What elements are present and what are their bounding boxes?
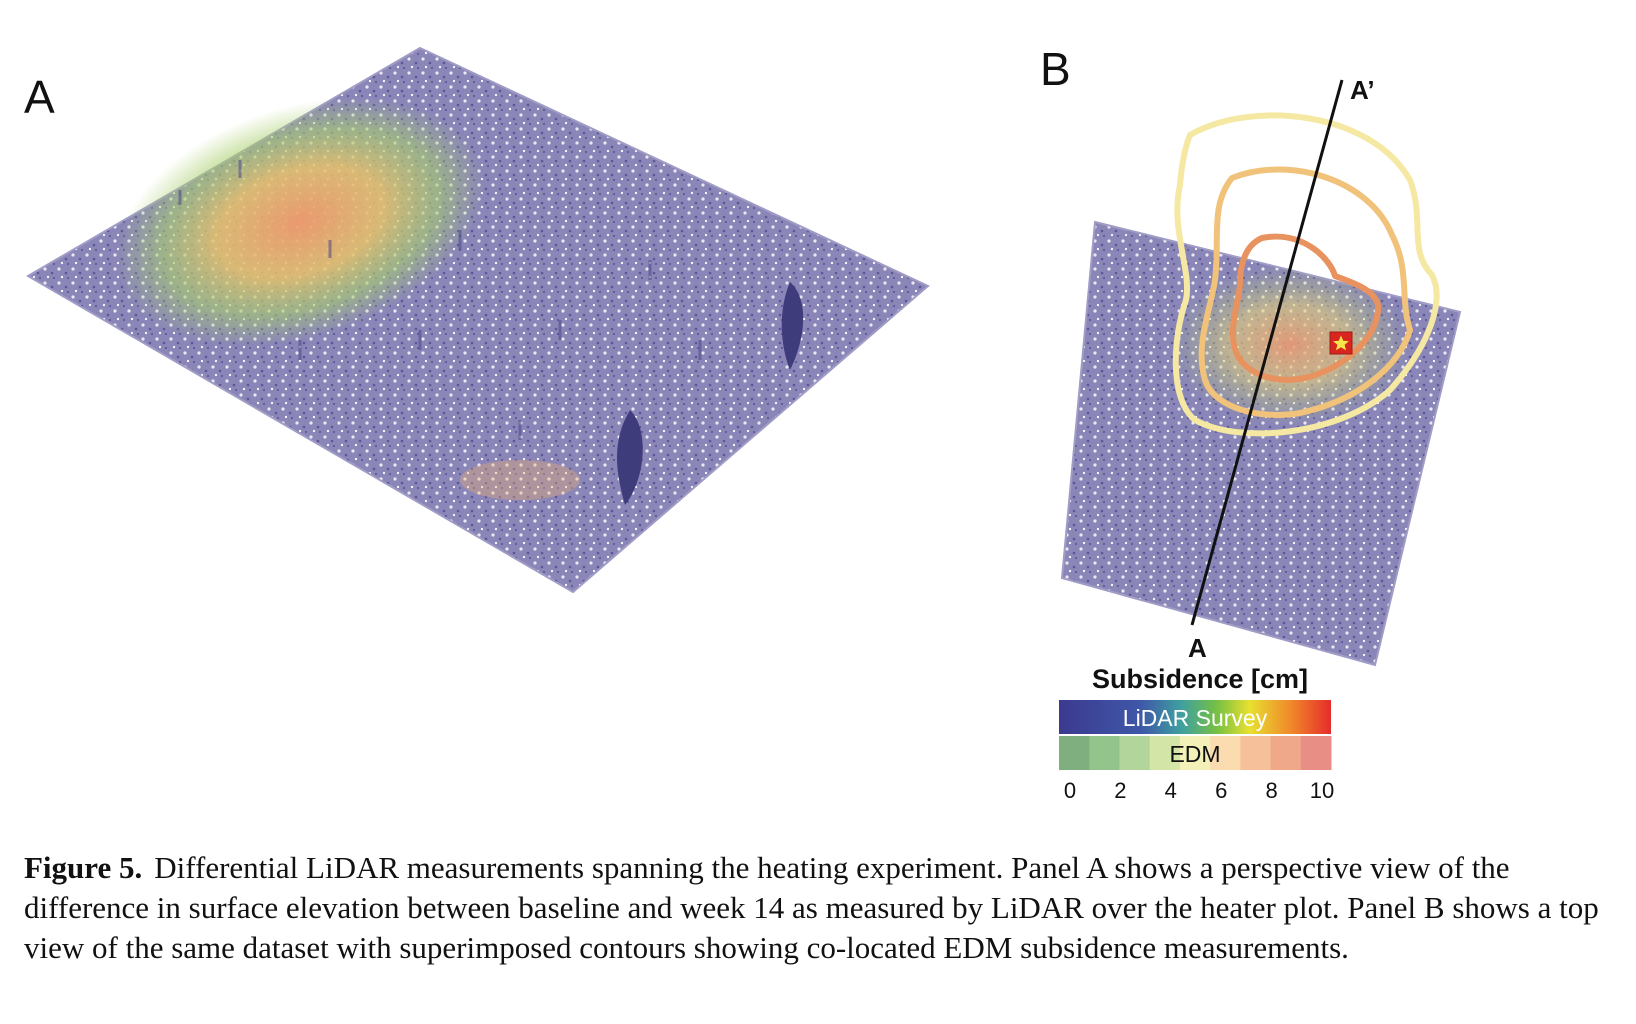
edm-contours [1172, 112, 1440, 437]
edm-swatch [1059, 736, 1090, 770]
legend-tick-label: 6 [1215, 778, 1228, 803]
panel-a-label: A [24, 71, 55, 123]
caption-text: Differential LiDAR measurements spanning… [24, 850, 1599, 965]
legend-tick-label: 10 [1309, 778, 1335, 803]
tree-trunk-2 [616, 410, 643, 505]
edm-swatch [1240, 736, 1272, 770]
legend-tick-label: 0 [1063, 778, 1077, 803]
tree-trunk-1 [781, 282, 804, 370]
legend-tick-label: 2 [1114, 778, 1127, 803]
edm-swatch [1089, 736, 1120, 770]
heater-star-marker [1329, 331, 1353, 355]
edm-swatch [1300, 736, 1332, 770]
legend-title: Subsidence [cm] [1091, 664, 1309, 694]
panel-b-top-view [1060, 220, 1462, 667]
legend-lidar-label: LiDAR Survey [1122, 705, 1268, 731]
panel-b-label: B [1040, 43, 1071, 95]
edm-contour-inner [1230, 233, 1382, 383]
caption-label: Figure 5. [24, 850, 143, 885]
transect-start-label: A [1188, 633, 1207, 663]
edm-swatch [1210, 736, 1241, 770]
transect-line [1190, 79, 1344, 626]
transect-end-label: A’ [1350, 75, 1375, 105]
edm-swatch [1270, 736, 1302, 770]
legend-tick-label: 8 [1265, 778, 1278, 803]
edm-contour-middle [1198, 166, 1413, 418]
edm-contour-outer [1172, 112, 1440, 437]
panel-a-lidar-surface [26, 46, 930, 594]
legend-edm-label: EDM [1169, 741, 1221, 767]
legend-lidar-bar [1059, 700, 1331, 734]
legend-edm-bar [1059, 736, 1332, 770]
edm-swatch [1119, 736, 1151, 770]
figure-caption: Figure 5. Differential LiDAR measurements… [24, 848, 1614, 968]
legend-tick-label: 4 [1164, 778, 1177, 803]
edm-swatch [1149, 736, 1181, 770]
edm-swatch [1179, 736, 1211, 770]
